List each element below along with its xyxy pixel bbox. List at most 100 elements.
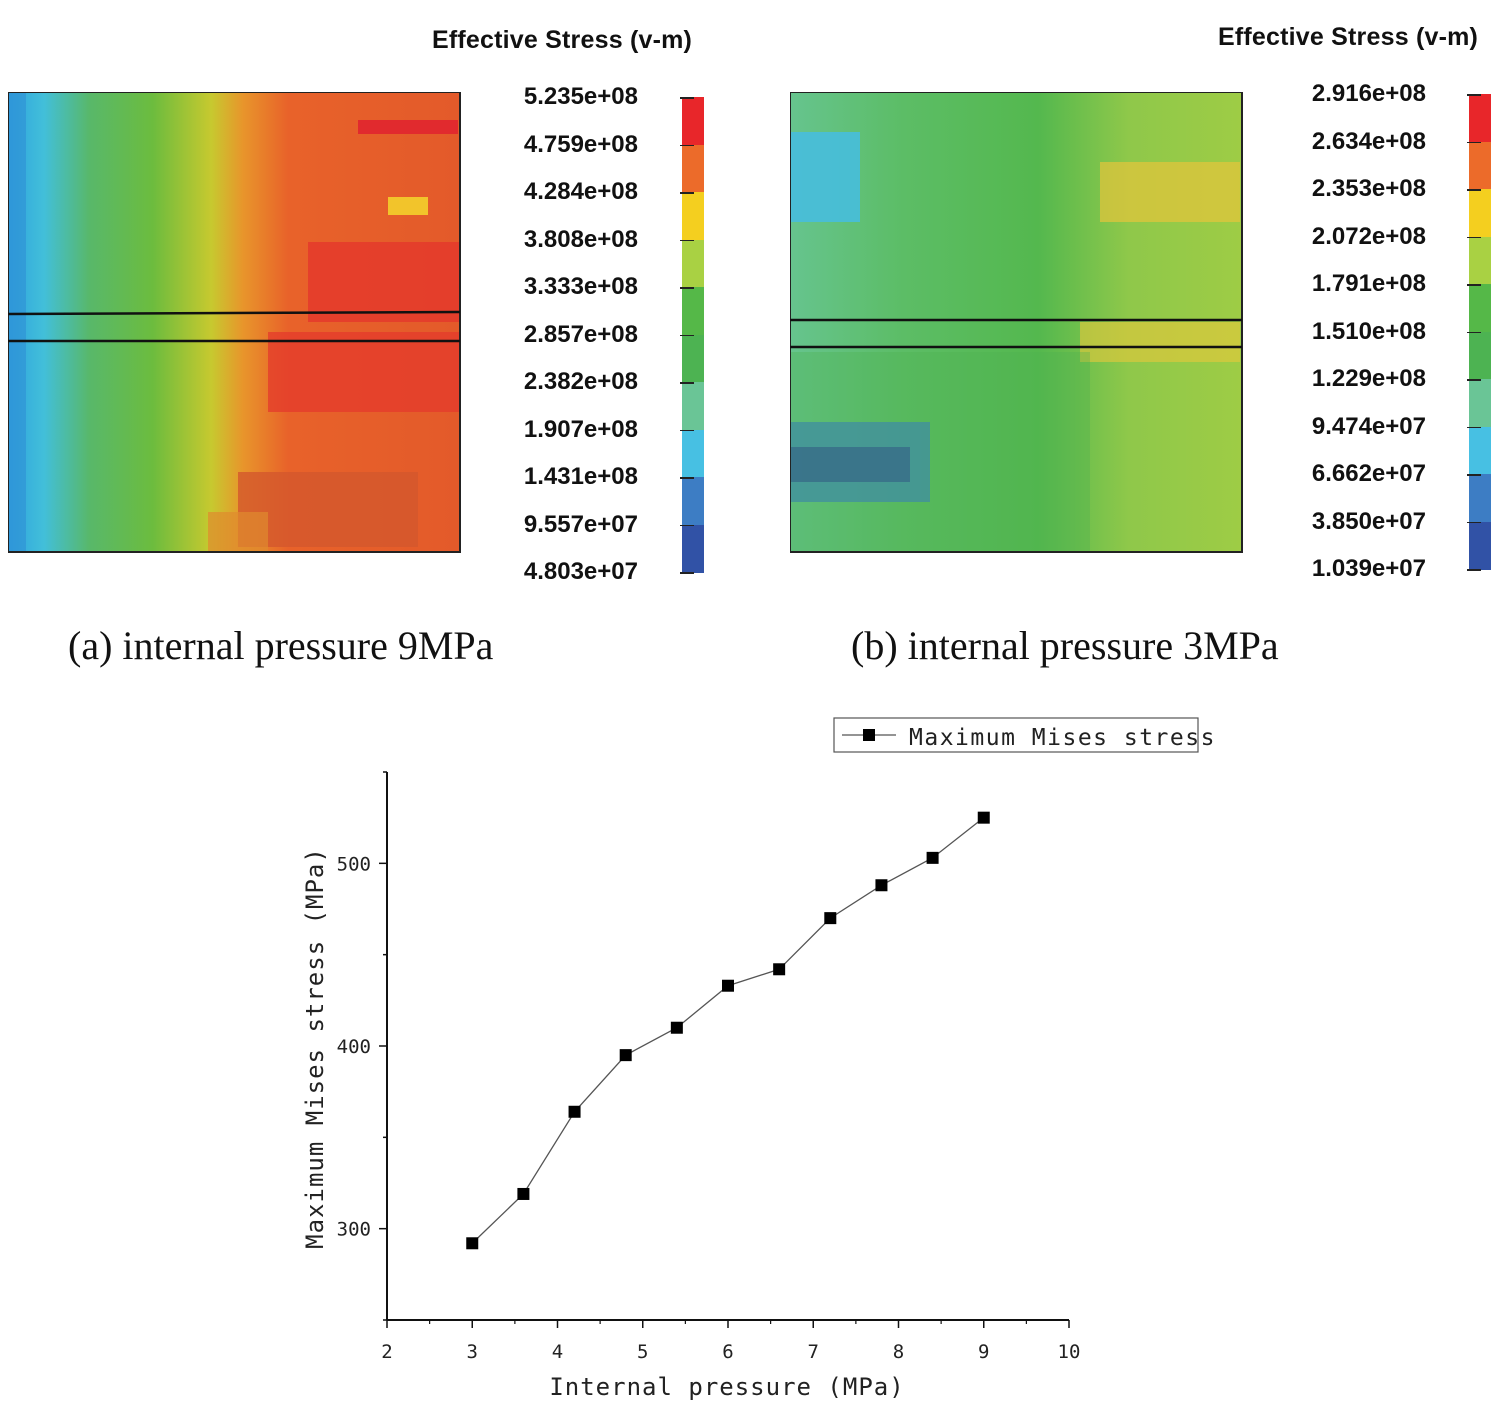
data-point bbox=[670, 1021, 683, 1034]
colorbar-tick bbox=[1467, 284, 1481, 286]
x-tick-label: 8 bbox=[893, 1341, 904, 1363]
colorbar-segment bbox=[1469, 331, 1491, 380]
legend-title-b: Effective Stress (v-m) bbox=[1218, 23, 1479, 51]
colorbar-segment bbox=[1469, 474, 1491, 522]
x-tick-label: 4 bbox=[552, 1341, 563, 1363]
colorbar-label: 9.557e+07 bbox=[523, 510, 638, 538]
colorbar-segment bbox=[682, 239, 704, 288]
data-point bbox=[875, 879, 888, 892]
colorbar-label: 3.333e+08 bbox=[523, 273, 638, 300]
x-tick-label: 10 bbox=[1058, 1341, 1081, 1363]
colorbar-segment bbox=[682, 287, 704, 335]
colorbar-label: 2.916e+08 bbox=[1311, 80, 1426, 107]
data-point bbox=[824, 912, 837, 925]
colorbar-label: 1.907e+08 bbox=[523, 415, 638, 443]
colorbar-tick bbox=[680, 477, 694, 479]
chart-svg: 2 3 4 5 6 7 8 9 10 300 400 500 Internal pressure (MP… bbox=[301, 717, 1216, 1401]
data-point bbox=[977, 811, 990, 824]
x-tick-label: 3 bbox=[467, 1341, 478, 1363]
stress-contour-a bbox=[8, 92, 461, 553]
legend-label: Maximum Mises stress bbox=[909, 725, 1216, 751]
colorbar-label: 9.474e+07 bbox=[1311, 412, 1426, 440]
contour-panel-a: Effective Stress (v-m) (a) internal pres… bbox=[0, 0, 750, 668]
contour-panel-b: Effective Stress (v-m) (b) internal pres… bbox=[750, 0, 1500, 668]
y-tick-label: 400 bbox=[337, 1036, 371, 1058]
legend-box bbox=[833, 717, 1199, 753]
colorbar-label: 6.662e+07 bbox=[1311, 460, 1426, 487]
colorbar-tick bbox=[680, 572, 694, 574]
colorbar-tick bbox=[1467, 141, 1481, 143]
line-chart: 2 3 4 5 6 7 8 9 10 300 400 500 Internal pressure (MP… bbox=[0, 690, 1500, 1418]
colorbar-tick bbox=[1467, 521, 1481, 523]
colorbar-label: 1.431e+08 bbox=[523, 463, 638, 490]
colorbar-tick bbox=[680, 287, 694, 289]
data-point bbox=[722, 979, 734, 992]
colorbar-label: 3.808e+08 bbox=[523, 225, 638, 253]
colorbar-segment bbox=[682, 524, 704, 573]
colorbar-tick bbox=[680, 334, 694, 336]
x-tick-label: 2 bbox=[381, 1341, 392, 1363]
colorbar-segment bbox=[682, 429, 704, 478]
colorbar-label: 2.634e+08 bbox=[1311, 127, 1426, 155]
colorbar-label: 1.791e+08 bbox=[1311, 270, 1426, 297]
colorbar-label: 4.759e+08 bbox=[523, 130, 638, 158]
colorbar-segment bbox=[682, 477, 704, 525]
data-point bbox=[773, 963, 786, 976]
colorbar-label: 2.353e+08 bbox=[1311, 175, 1426, 202]
colorbar-segment bbox=[1469, 521, 1491, 570]
colorbar-label: 4.803e+07 bbox=[523, 558, 638, 585]
colorbar-label: 2.857e+08 bbox=[523, 320, 638, 348]
caption-a: (a) internal pressure 9MPa bbox=[68, 623, 494, 668]
chart-axes: 2 3 4 5 6 7 8 9 10 300 400 500 Internal pressure (MP… bbox=[301, 771, 1081, 1401]
y-axis-label: Maximum Mises stress (MPa) bbox=[301, 847, 329, 1249]
x-tick-label: 5 bbox=[637, 1341, 648, 1363]
caption-b: (b) internal pressure 3MPa bbox=[851, 623, 1279, 668]
legend-title-a: Effective Stress (v-m) bbox=[432, 26, 693, 54]
colorbar-a bbox=[682, 97, 704, 573]
colorbar-label: 1.039e+07 bbox=[1311, 555, 1426, 582]
colorbar-tick bbox=[1467, 569, 1481, 571]
x-tick-label: 7 bbox=[808, 1341, 819, 1363]
colorbar-tick bbox=[680, 192, 694, 194]
colorbar-segment bbox=[1469, 141, 1491, 190]
series-line bbox=[471, 817, 985, 1244]
colorbar-tick bbox=[680, 524, 694, 526]
colorbar-label: 3.850e+07 bbox=[1311, 507, 1426, 535]
colorbar-segment bbox=[1469, 236, 1491, 285]
data-point bbox=[619, 1049, 632, 1062]
colorbar-segment bbox=[1469, 94, 1491, 142]
chart-legend: Maximum Mises stress bbox=[833, 717, 1216, 753]
colorbar-label: 2.382e+08 bbox=[523, 368, 638, 395]
colorbar-segment bbox=[682, 144, 704, 193]
legend-marker bbox=[863, 729, 875, 741]
colorbar-label: 5.235e+08 bbox=[523, 83, 638, 110]
colorbar-tick bbox=[1467, 94, 1481, 96]
x-axis-label: Internal pressure (MPa) bbox=[549, 1373, 904, 1401]
colorbar-label: 1.229e+08 bbox=[1311, 365, 1426, 392]
colorbar-tick bbox=[680, 144, 694, 146]
colorbar-tick bbox=[1467, 426, 1481, 428]
colorbar-tick bbox=[1467, 474, 1481, 476]
colorbar-segment bbox=[682, 334, 704, 383]
colorbar-segment bbox=[682, 97, 704, 145]
colorbar-tick bbox=[680, 239, 694, 241]
y-tick-label: 500 bbox=[337, 853, 371, 875]
stress-contour-b bbox=[790, 92, 1243, 553]
colorbar-segment bbox=[682, 192, 704, 240]
colorbar-tick bbox=[680, 382, 694, 384]
x-tick-label: 6 bbox=[722, 1341, 733, 1363]
y-tick-label: 300 bbox=[337, 1219, 371, 1241]
data-point bbox=[466, 1237, 479, 1250]
colorbar-segment bbox=[1469, 189, 1491, 237]
colorbar-segment bbox=[1469, 379, 1491, 427]
colorbar-tick bbox=[680, 429, 694, 431]
colorbar-tick bbox=[1467, 189, 1481, 191]
colorbar-tick bbox=[1467, 331, 1481, 333]
chart-series bbox=[466, 811, 990, 1250]
colorbar-tick bbox=[1467, 236, 1481, 238]
x-tick-label: 9 bbox=[978, 1341, 989, 1363]
data-point bbox=[517, 1187, 530, 1200]
colorbar-label: 4.284e+08 bbox=[523, 178, 638, 205]
colorbar-label: 1.510e+08 bbox=[1311, 317, 1426, 345]
colorbar-segment bbox=[682, 382, 704, 430]
